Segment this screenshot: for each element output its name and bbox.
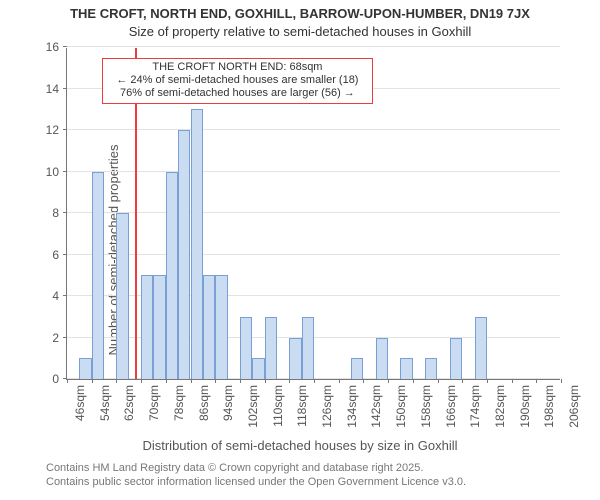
x-tick-label: 166sqm [442,385,458,428]
gridline [67,129,560,130]
y-tick-label: 4 [52,289,67,303]
histogram-bar [166,172,178,380]
histogram-bar [289,338,301,380]
x-tick-mark [67,379,68,383]
x-tick-label: 70sqm [145,385,161,421]
annotation-box: THE CROFT NORTH END: 68sqm← 24% of semi-… [102,58,374,104]
x-tick-label: 86sqm [195,385,211,421]
y-tick-label: 0 [52,372,67,386]
y-tick-label: 14 [46,82,67,96]
x-tick-label: 174sqm [466,385,482,428]
x-tick-mark [512,379,513,383]
y-tick-label: 10 [46,165,67,179]
histogram-bar [79,358,91,379]
x-tick-label: 150sqm [392,385,408,428]
x-tick-label: 158sqm [417,385,433,428]
histogram-bar [376,338,388,380]
x-tick-mark [536,379,537,383]
y-tick-mark [63,295,67,296]
x-tick-label: 46sqm [71,385,87,421]
y-tick-mark [63,46,67,47]
histogram-bar [252,358,264,379]
x-tick-label: 118sqm [293,385,309,427]
histogram-bar [92,172,104,380]
y-tick-mark [63,212,67,213]
histogram-bar [203,275,215,379]
histogram-bar [116,213,128,379]
gridline [67,171,560,172]
x-tick-mark [487,379,488,383]
gridline [67,254,560,255]
x-tick-mark [561,379,562,383]
x-tick-mark [462,379,463,383]
y-tick-label: 2 [52,331,67,345]
y-tick-mark [63,337,67,338]
x-tick-label: 198sqm [540,385,556,428]
x-tick-label: 54sqm [96,385,112,421]
histogram-bar [240,317,252,379]
x-tick-mark [438,379,439,383]
y-tick-mark [63,88,67,89]
x-tick-mark [141,379,142,383]
histogram-bar [178,130,190,379]
x-tick-mark [215,379,216,383]
footer-line-1: Contains HM Land Registry data © Crown c… [46,462,466,476]
histogram-bar [215,275,227,379]
x-tick-label: 102sqm [244,385,260,428]
footer-line-2: Contains public sector information licen… [46,476,466,490]
annotation-line: 76% of semi-detached houses are larger (… [109,87,367,100]
y-tick-label: 8 [52,206,67,220]
x-tick-mark [92,379,93,383]
x-tick-mark [289,379,290,383]
chart-subtitle: Size of property relative to semi-detach… [0,24,600,39]
x-tick-mark [388,379,389,383]
y-tick-mark [63,254,67,255]
x-tick-label: 94sqm [219,385,235,421]
chart-footer: Contains HM Land Registry data © Crown c… [46,462,466,490]
x-tick-label: 110sqm [269,385,285,427]
histogram-bar [265,317,277,379]
y-tick-label: 16 [46,40,67,54]
annotation-line: ← 24% of semi-detached houses are smalle… [109,74,367,87]
annotation-line: THE CROFT NORTH END: 68sqm [109,61,367,74]
y-tick-mark [63,171,67,172]
x-tick-mark [339,379,340,383]
x-tick-label: 78sqm [170,385,186,421]
x-tick-label: 190sqm [516,385,532,428]
histogram-bar [450,338,462,380]
x-tick-mark [191,379,192,383]
histogram-chart: THE CROFT, NORTH END, GOXHILL, BARROW-UP… [0,0,600,500]
x-tick-label: 134sqm [343,385,359,428]
histogram-bar [191,109,203,379]
gridline [67,46,560,47]
x-tick-mark [240,379,241,383]
gridline [67,212,560,213]
y-tick-label: 12 [46,123,67,137]
x-tick-label: 182sqm [491,385,507,428]
chart-title: THE CROFT, NORTH END, GOXHILL, BARROW-UP… [0,6,600,21]
x-tick-mark [166,379,167,383]
histogram-bar [425,358,437,379]
histogram-bar [153,275,165,379]
histogram-bar [302,317,314,379]
x-tick-mark [116,379,117,383]
histogram-bar [475,317,487,379]
x-tick-label: 142sqm [367,385,383,428]
x-axis-label: Distribution of semi-detached houses by … [0,438,600,453]
x-tick-label: 126sqm [318,385,334,428]
x-tick-mark [413,379,414,383]
x-tick-mark [363,379,364,383]
x-tick-label: 206sqm [565,385,581,428]
y-tick-label: 6 [52,248,67,262]
y-tick-mark [63,129,67,130]
histogram-bar [351,358,363,379]
histogram-bar [141,275,153,379]
plot-area: 024681012141646sqm54sqm62sqm70sqm78sqm86… [66,48,560,380]
histogram-bar [400,358,412,379]
x-tick-mark [265,379,266,383]
x-tick-label: 62sqm [120,385,136,421]
x-tick-mark [314,379,315,383]
